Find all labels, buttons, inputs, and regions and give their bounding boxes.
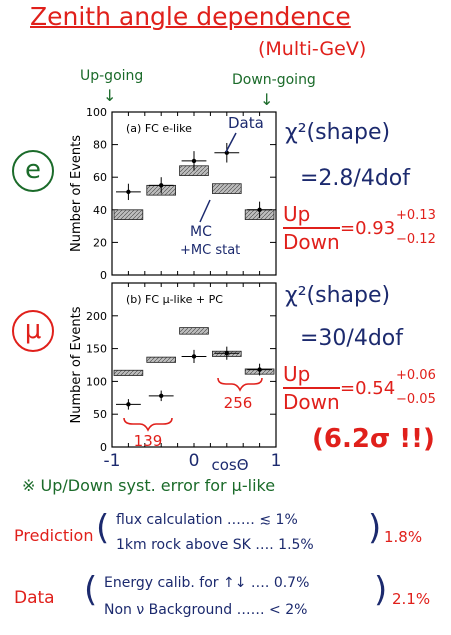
chi2-mu-label: χ²(shape) <box>285 283 391 308</box>
data-line-1: Energy calib. for ↑↓ …. 0.7% <box>104 575 310 591</box>
data-point <box>126 402 131 407</box>
bracket-down <box>217 377 263 392</box>
data-label: Data <box>14 588 55 608</box>
prediction-line-2: 1km rock above SK …. 1.5% <box>116 537 314 553</box>
muon-flavor-badge: μ <box>12 310 54 352</box>
data-point <box>159 393 164 399</box>
x-tick-label: -1 <box>104 451 121 471</box>
chart-annotations: -1 0 1 cosΘ Data MC +MC stat 139 256 <box>104 114 282 474</box>
ratio-e-fraction: Up Down <box>283 202 340 254</box>
annotation-up-count: 139 <box>134 432 163 450</box>
panel-label: (b) FC μ-like + PC <box>126 293 223 306</box>
ratio-e-value: =0.93 <box>340 218 396 239</box>
prediction-line-1: flux calculation …… ≲ 1% <box>116 512 298 528</box>
page-subtitle: (Multi-GeV) <box>258 38 367 60</box>
syst-error-note: ※ Up/Down syst. error for μ-like <box>22 476 276 495</box>
y-tick-label: 150 <box>86 343 107 356</box>
annotation-data-arrow <box>225 132 237 153</box>
annotation-data: Data <box>228 114 264 132</box>
y-tick-label: 40 <box>93 204 107 217</box>
annotation-mc-stat: +MC stat <box>180 243 240 258</box>
significance-label: (6.2σ !!) <box>312 424 435 454</box>
data-total: 2.1% <box>392 590 431 608</box>
data-point <box>159 183 164 188</box>
x-axis-title: cosΘ <box>211 456 248 474</box>
mc-box <box>113 369 144 376</box>
data-point <box>126 189 131 195</box>
ratio-e-plus: +0.13 <box>396 208 436 223</box>
x-tick-label: 1 <box>271 451 282 471</box>
data-point <box>191 158 197 164</box>
prediction-close-paren: ) <box>368 508 382 548</box>
panel-label: (a) FC e-like <box>126 122 192 135</box>
prediction-total: 1.8% <box>384 528 423 546</box>
up-arrow-icon: ↓ <box>103 86 117 105</box>
ratio-down-label: Down <box>283 230 340 254</box>
down-arrow-icon: ↓ <box>260 90 274 109</box>
down-going-label: Down-going <box>232 72 316 88</box>
ratio-down-label-mu: Down <box>283 390 340 414</box>
data-open-paren: ( <box>84 570 98 610</box>
annotation-mc: MC <box>190 224 212 240</box>
bracket-up <box>123 417 173 432</box>
data-point <box>224 350 229 356</box>
y-tick-label: 50 <box>93 408 107 421</box>
chi2-mu-value: =30/4dof <box>300 326 404 351</box>
ratio-up-label-mu: Up <box>283 362 311 386</box>
y-tick-label: 0 <box>100 269 107 282</box>
prediction-label: Prediction <box>14 526 94 545</box>
panel-frame <box>111 282 277 448</box>
y-tick-label: 200 <box>86 310 107 323</box>
electron-flavor-badge: e <box>12 150 54 192</box>
annotation-mc-arrow <box>199 199 211 223</box>
y-tick-label: 80 <box>93 139 107 152</box>
y-axis-title: Number of Events <box>69 306 84 423</box>
y-tick-label: 0 <box>100 441 107 454</box>
data-point <box>191 354 197 359</box>
ratio-e-minus: −0.12 <box>396 232 436 247</box>
mc-box <box>146 356 177 363</box>
page-title: Zenith angle dependence <box>30 2 351 31</box>
up-going-label: Up-going <box>80 68 144 84</box>
data-line-2: Non ν Background …… < 2% <box>104 602 308 618</box>
ratio-mu-plus: +0.06 <box>396 368 436 383</box>
mc-box <box>211 183 242 194</box>
chi2-e-label: χ²(shape) <box>285 120 391 145</box>
data-point <box>257 367 262 372</box>
x-tick-label: 0 <box>189 451 200 471</box>
ratio-up-label: Up <box>283 202 311 226</box>
chi2-e-value: =2.8/4dof <box>300 166 410 191</box>
ratio-mu-value: =0.54 <box>340 378 396 399</box>
prediction-open-paren: ( <box>96 508 110 548</box>
data-point <box>257 207 262 212</box>
annotation-down-count: 256 <box>224 394 253 412</box>
y-tick-label: 60 <box>93 171 107 184</box>
y-tick-label: 100 <box>86 106 107 119</box>
y-tick-label: 20 <box>93 236 107 249</box>
ratio-mu-fraction: Up Down <box>283 362 340 414</box>
data-close-paren: ) <box>374 570 388 610</box>
ratio-mu-minus: −0.05 <box>396 392 436 407</box>
y-tick-label: 100 <box>86 375 107 388</box>
y-axis-title: Number of Events <box>69 135 84 252</box>
mc-box <box>179 327 209 335</box>
mc-box <box>113 209 144 220</box>
panel-e-like: 0 20 40 60 80 100 Number of Events (a) FC e-lik… <box>69 106 277 282</box>
